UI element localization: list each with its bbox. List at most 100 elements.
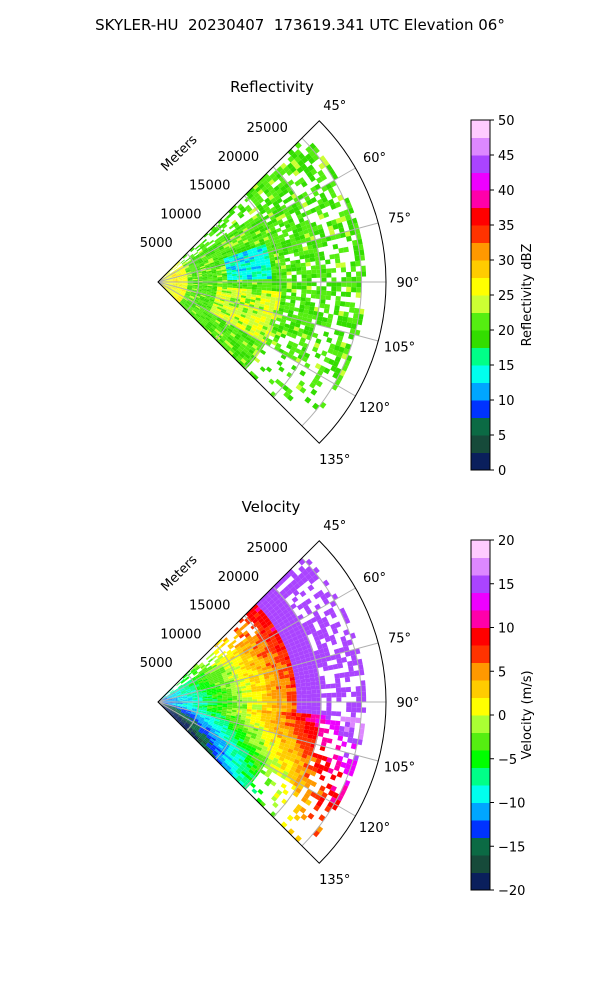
data-cell [242, 227, 249, 233]
data-cell [265, 637, 272, 643]
data-cell [187, 694, 193, 697]
data-cell [165, 272, 170, 276]
data-cell [235, 645, 242, 651]
data-cell [224, 314, 230, 319]
data-cell [242, 279, 248, 282]
data-cell [191, 273, 197, 276]
data-cell [220, 295, 226, 299]
data-cell [166, 695, 172, 698]
data-cell [311, 346, 319, 353]
data-cell [288, 726, 295, 731]
data-cell [288, 234, 295, 240]
data-cell [212, 707, 218, 710]
data-cell [199, 683, 205, 687]
data-cell [206, 322, 212, 328]
data-cell [222, 696, 228, 699]
data-cell [200, 686, 206, 690]
data-cell [246, 694, 253, 698]
data-cell [202, 320, 207, 326]
data-cell [250, 296, 256, 301]
data-cell [238, 213, 245, 219]
data-cell [272, 326, 279, 332]
data-cell [258, 183, 265, 190]
data-cell [186, 711, 191, 714]
data-cell [309, 175, 316, 183]
data-cell [255, 606, 262, 613]
data-cell [206, 711, 212, 714]
data-cell [229, 681, 236, 685]
data-cell [213, 258, 219, 263]
data-cell [323, 200, 331, 208]
data-cell [246, 654, 252, 660]
data-cell [283, 250, 289, 256]
data-cell [265, 341, 272, 347]
data-cell [222, 274, 228, 277]
data-cell [259, 303, 265, 308]
data-cell [318, 727, 325, 733]
colorbar-swatch [471, 365, 490, 383]
data-cell [207, 694, 213, 697]
data-cell [350, 743, 357, 750]
data-cell [279, 185, 287, 192]
data-cell [177, 276, 183, 278]
data-cell [172, 284, 178, 287]
data-cell [250, 774, 257, 780]
data-cell [172, 703, 178, 706]
data-cell [161, 284, 167, 289]
data-cell [219, 322, 225, 327]
data-cell [200, 294, 206, 298]
data-cell [193, 735, 199, 740]
data-cell [212, 314, 219, 319]
data-cell [293, 652, 300, 658]
colorbar-swatch [471, 452, 490, 471]
data-cell [203, 326, 209, 332]
data-cell [252, 669, 258, 674]
data-cell [321, 286, 327, 291]
data-cell [263, 763, 270, 770]
data-cell [210, 729, 216, 733]
data-cell [344, 230, 351, 237]
data-cell [227, 285, 233, 288]
data-cell [234, 643, 240, 649]
data-cell [265, 228, 272, 234]
data-cell [234, 245, 241, 250]
data-cell [233, 738, 239, 743]
data-cell [205, 673, 211, 678]
data-cell [333, 729, 340, 736]
data-cell [310, 756, 317, 763]
data-cell [239, 736, 246, 741]
data-cell [211, 711, 217, 715]
data-cell [247, 728, 254, 733]
data-cell [210, 309, 216, 313]
data-cell [190, 713, 196, 717]
data-cell [177, 703, 183, 704]
data-cell [238, 230, 244, 235]
data-cell [191, 708, 197, 711]
data-cell [286, 702, 292, 706]
data-cell [217, 638, 223, 644]
data-cell [340, 215, 347, 223]
data-cell [269, 608, 276, 615]
data-cell [208, 721, 214, 725]
data-cell [303, 670, 310, 675]
data-cell [264, 320, 271, 325]
data-cell [171, 287, 177, 290]
data-cell [287, 155, 295, 163]
data-cell [284, 612, 292, 619]
data-cell [238, 241, 245, 246]
data-cell [245, 327, 251, 332]
data-cell [247, 671, 254, 676]
data-cell [221, 343, 227, 349]
data-cell [266, 734, 273, 739]
data-cell [312, 402, 320, 410]
data-cell [286, 694, 292, 699]
data-cell [221, 710, 227, 713]
data-cell [206, 289, 212, 292]
data-cell [239, 232, 246, 238]
data-cell [210, 727, 217, 732]
data-cell [229, 259, 235, 263]
data-cell [241, 248, 247, 253]
data-cell [176, 692, 182, 695]
data-cell [291, 622, 298, 629]
data-cell [225, 714, 232, 718]
